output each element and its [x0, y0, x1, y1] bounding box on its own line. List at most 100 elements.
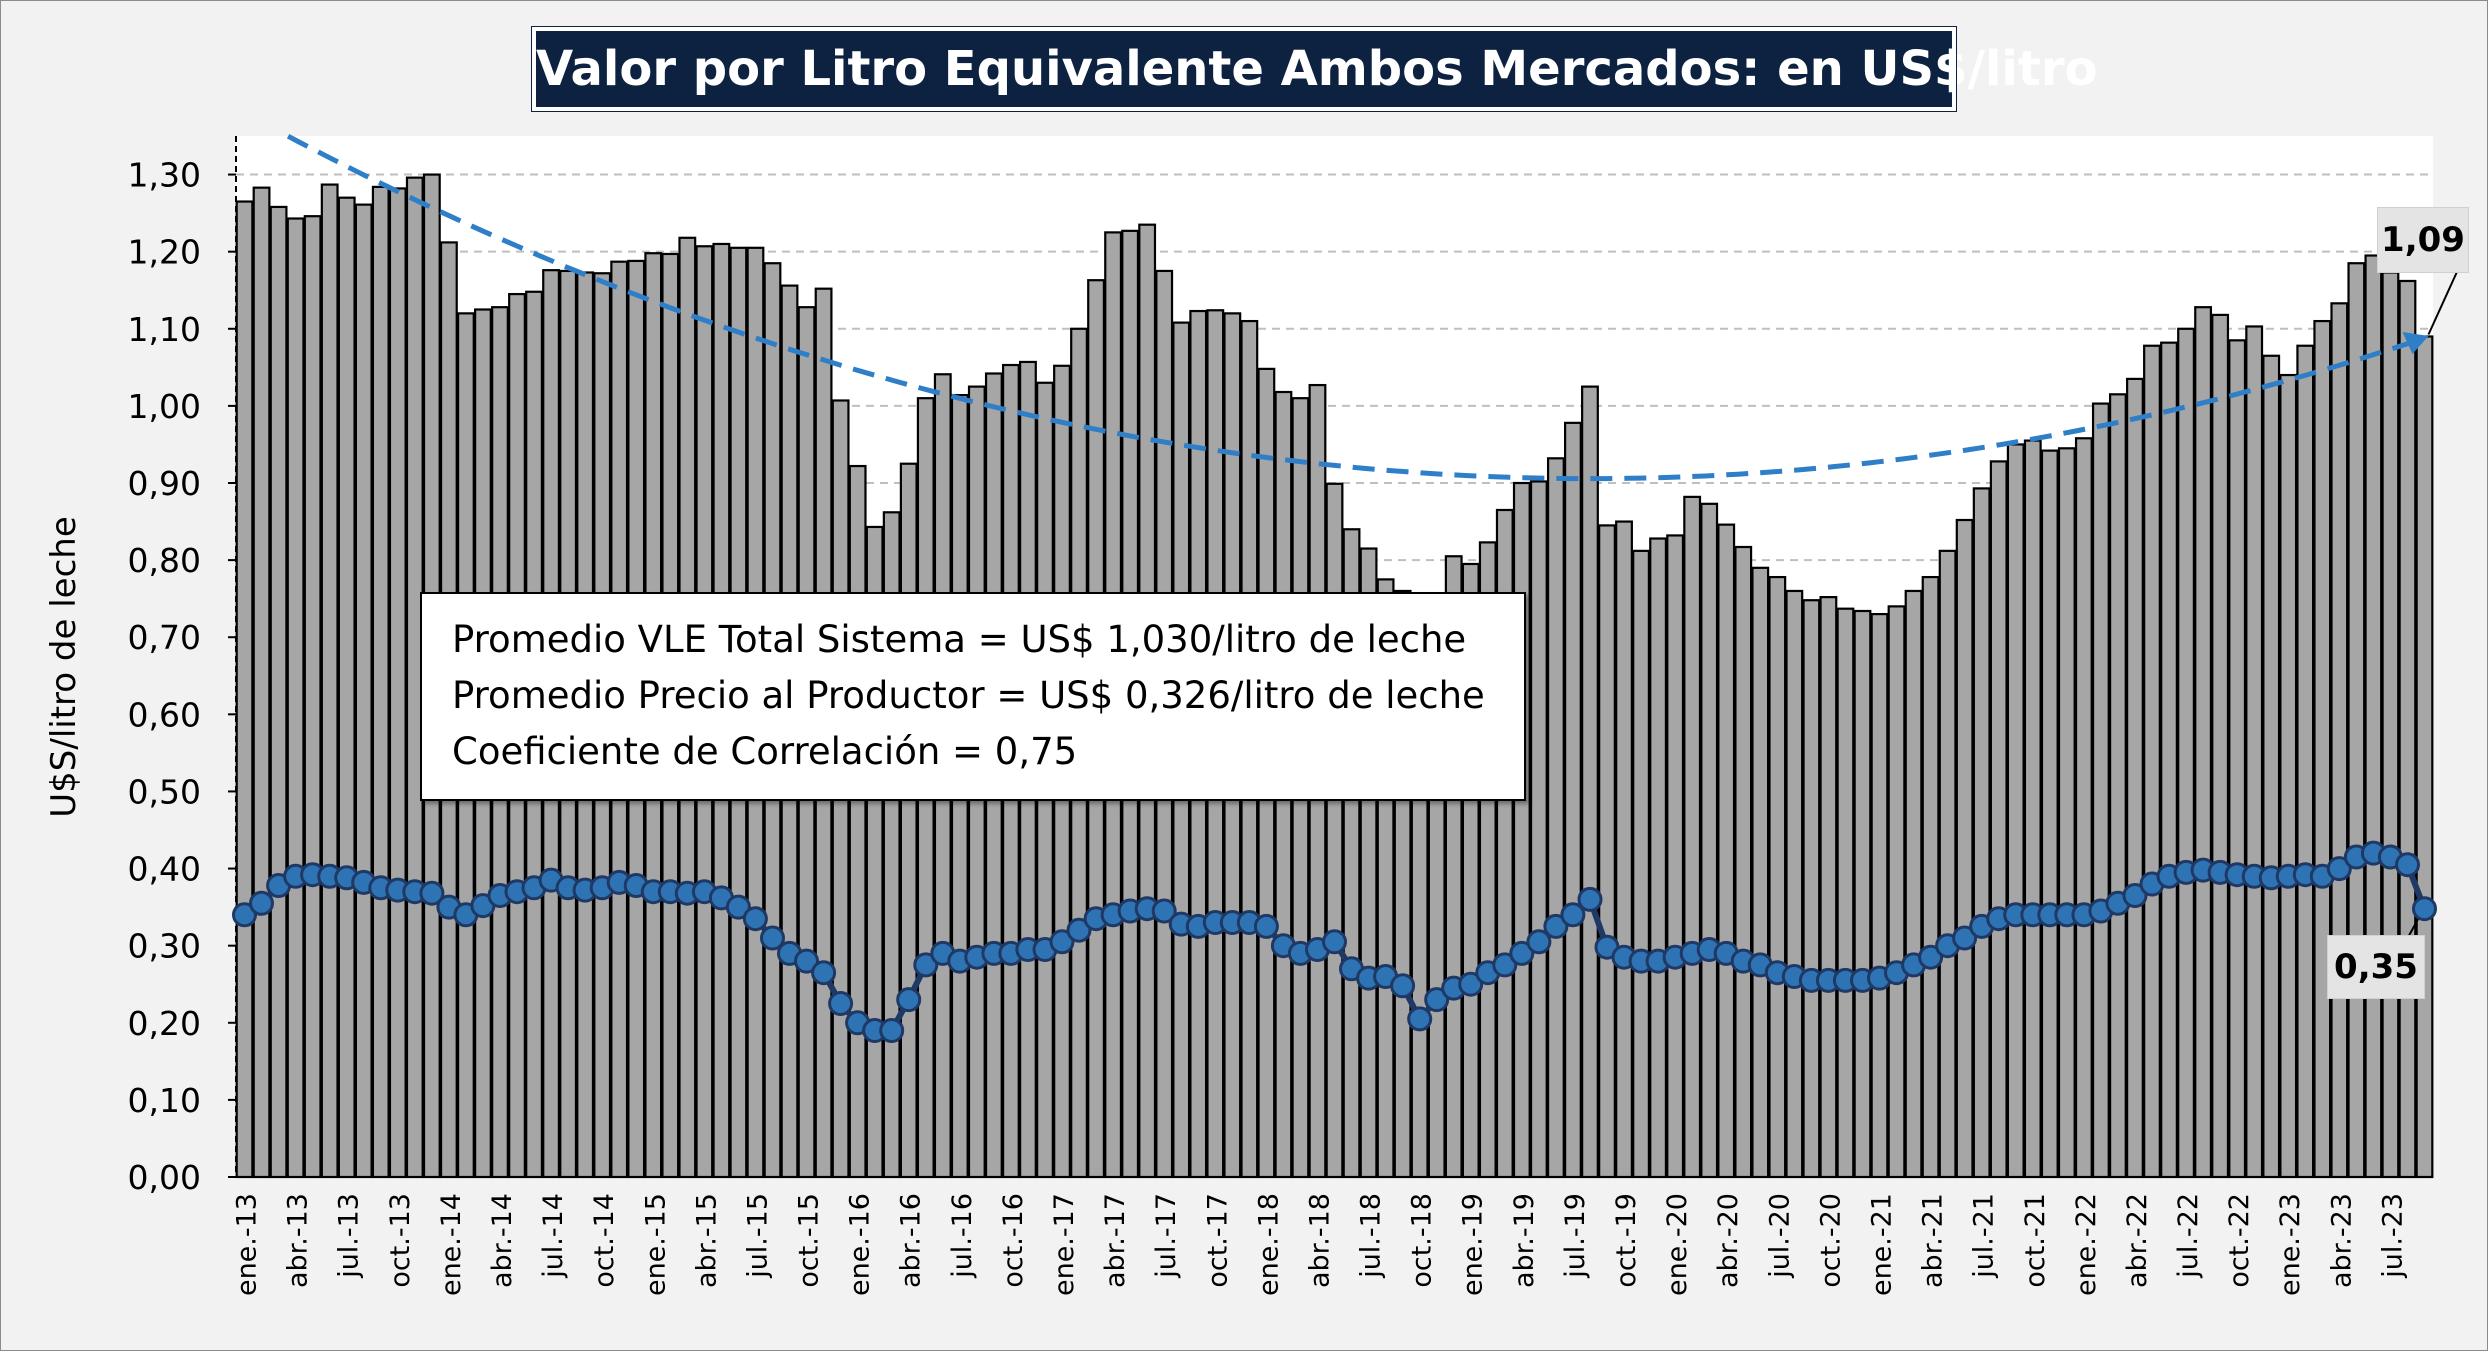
stats-average-vle: Promedio VLE Total Sistema = US$ 1,030/l… [452, 618, 1467, 661]
bar [2381, 271, 2400, 1179]
bar [2057, 447, 2076, 1179]
y-tick-label: 0,90 [128, 464, 201, 503]
x-tick-label: oct.-20 [1815, 1193, 1846, 1288]
bar [1734, 545, 1753, 1179]
x-tick-label: ene.-20 [1662, 1193, 1693, 1296]
price-marker [828, 991, 854, 1016]
bar [235, 200, 254, 1179]
bar [2279, 373, 2298, 1179]
bar [1938, 549, 1957, 1179]
x-tick-label: jul.-20 [1764, 1193, 1795, 1279]
last-bar-value-label: 1,09 [2377, 207, 2469, 273]
price-marker [1509, 940, 1535, 966]
price-marker [1390, 973, 1416, 999]
bar [1598, 524, 1616, 1179]
x-tick-label: ene.-16 [845, 1193, 876, 1296]
bar [1683, 495, 1702, 1179]
price-marker [1918, 944, 1944, 970]
price-marker [1407, 1006, 1433, 1032]
x-tick-label: abr.-21 [1918, 1193, 1949, 1288]
bar [2108, 393, 2127, 1179]
bar [2177, 327, 2195, 1179]
bar [1819, 596, 1838, 1179]
y-axis-label: U$S/litro de leche [44, 516, 84, 817]
y-tick-label: 0,30 [128, 927, 201, 966]
trend-arrowhead [2402, 332, 2429, 355]
bar [2296, 344, 2315, 1179]
x-tick-label: oct.-22 [2224, 1193, 2255, 1288]
y-tick-label: 0,80 [128, 541, 201, 580]
price-marker [1424, 987, 1450, 1013]
bar [1512, 481, 1531, 1179]
stats-average-producer-price: Promedio Precio al Productor = US$ 0,326… [452, 674, 1485, 717]
bar [1870, 612, 1889, 1179]
bar [1325, 482, 1344, 1179]
x-tick-label: abr.-19 [1509, 1193, 1540, 1288]
bar [1615, 520, 1633, 1179]
trend-line [286, 133, 2426, 482]
x-tick-label: jul.-16 [947, 1193, 978, 1279]
x-tick-label: jul.-14 [538, 1193, 569, 1279]
bar [1921, 575, 1940, 1179]
bar [2330, 302, 2349, 1179]
bar [269, 205, 288, 1179]
price-marker [1151, 898, 1177, 924]
y-tick-label: 0,70 [128, 618, 201, 657]
x-tick-label: abr.-14 [487, 1193, 518, 1288]
y-tick-label: 0,00 [128, 1158, 201, 1197]
x-tick-label: oct.-15 [794, 1193, 825, 1288]
price-marker [1049, 929, 1075, 955]
x-tick-label: oct.-17 [1202, 1193, 1233, 1288]
x-tick-label: ene.-17 [1049, 1193, 1080, 1296]
price-marker [742, 906, 768, 932]
bar [1887, 605, 1906, 1179]
price-marker [1458, 971, 1484, 997]
bar [2160, 341, 2178, 1179]
x-tick-label: abr.-22 [2122, 1193, 2153, 1288]
x-tick-label: abr.-20 [1713, 1193, 1744, 1288]
x-tick-label: jul.-21 [1969, 1193, 2000, 1279]
bar [2245, 325, 2264, 1179]
bar [2364, 254, 2383, 1179]
x-tick-label: jul.-22 [2173, 1193, 2204, 1279]
bar [1649, 537, 1668, 1179]
x-tick-label: ene.-18 [1253, 1193, 1284, 1296]
bar [2126, 377, 2144, 1179]
x-tick-label: abr.-23 [2326, 1193, 2357, 1288]
y-tick-label: 0,60 [128, 695, 201, 734]
y-tick-label: 1,00 [128, 387, 201, 426]
bar [303, 215, 322, 1179]
price-marker [1066, 917, 1092, 943]
price-marker [760, 925, 785, 951]
bar [286, 217, 305, 1179]
chart-title: Valor por Litro Equivalente Ambos Mercad… [531, 26, 2097, 112]
price-marker [811, 960, 837, 986]
bar [1632, 549, 1650, 1179]
y-tick-label: 0,10 [128, 1081, 201, 1120]
y-tick-label: 1,10 [128, 310, 201, 349]
price-marker [896, 987, 922, 1013]
price-marker [913, 952, 939, 978]
bar [1955, 518, 1974, 1179]
bar [2074, 437, 2093, 1179]
bar [252, 186, 271, 1179]
price-marker [1526, 929, 1552, 955]
bar [848, 464, 867, 1179]
bar [371, 185, 390, 1179]
x-tick-label: abr.-18 [1304, 1193, 1335, 1288]
x-tick-label: oct.-21 [2020, 1193, 2051, 1288]
bar [1751, 566, 1770, 1179]
bar [899, 462, 918, 1179]
bar [1546, 457, 1565, 1179]
bar [2006, 443, 2025, 1179]
bar [1904, 589, 1923, 1179]
bar [1666, 534, 1685, 1179]
bar [2040, 449, 2059, 1179]
x-tick-label: ene.-14 [436, 1193, 467, 1296]
bar [2228, 339, 2247, 1179]
price-marker [1577, 886, 1603, 912]
price-marker [725, 894, 751, 920]
bar [2398, 279, 2417, 1179]
x-tick-label: oct.-18 [1407, 1193, 1438, 1288]
bar [2347, 262, 2366, 1179]
